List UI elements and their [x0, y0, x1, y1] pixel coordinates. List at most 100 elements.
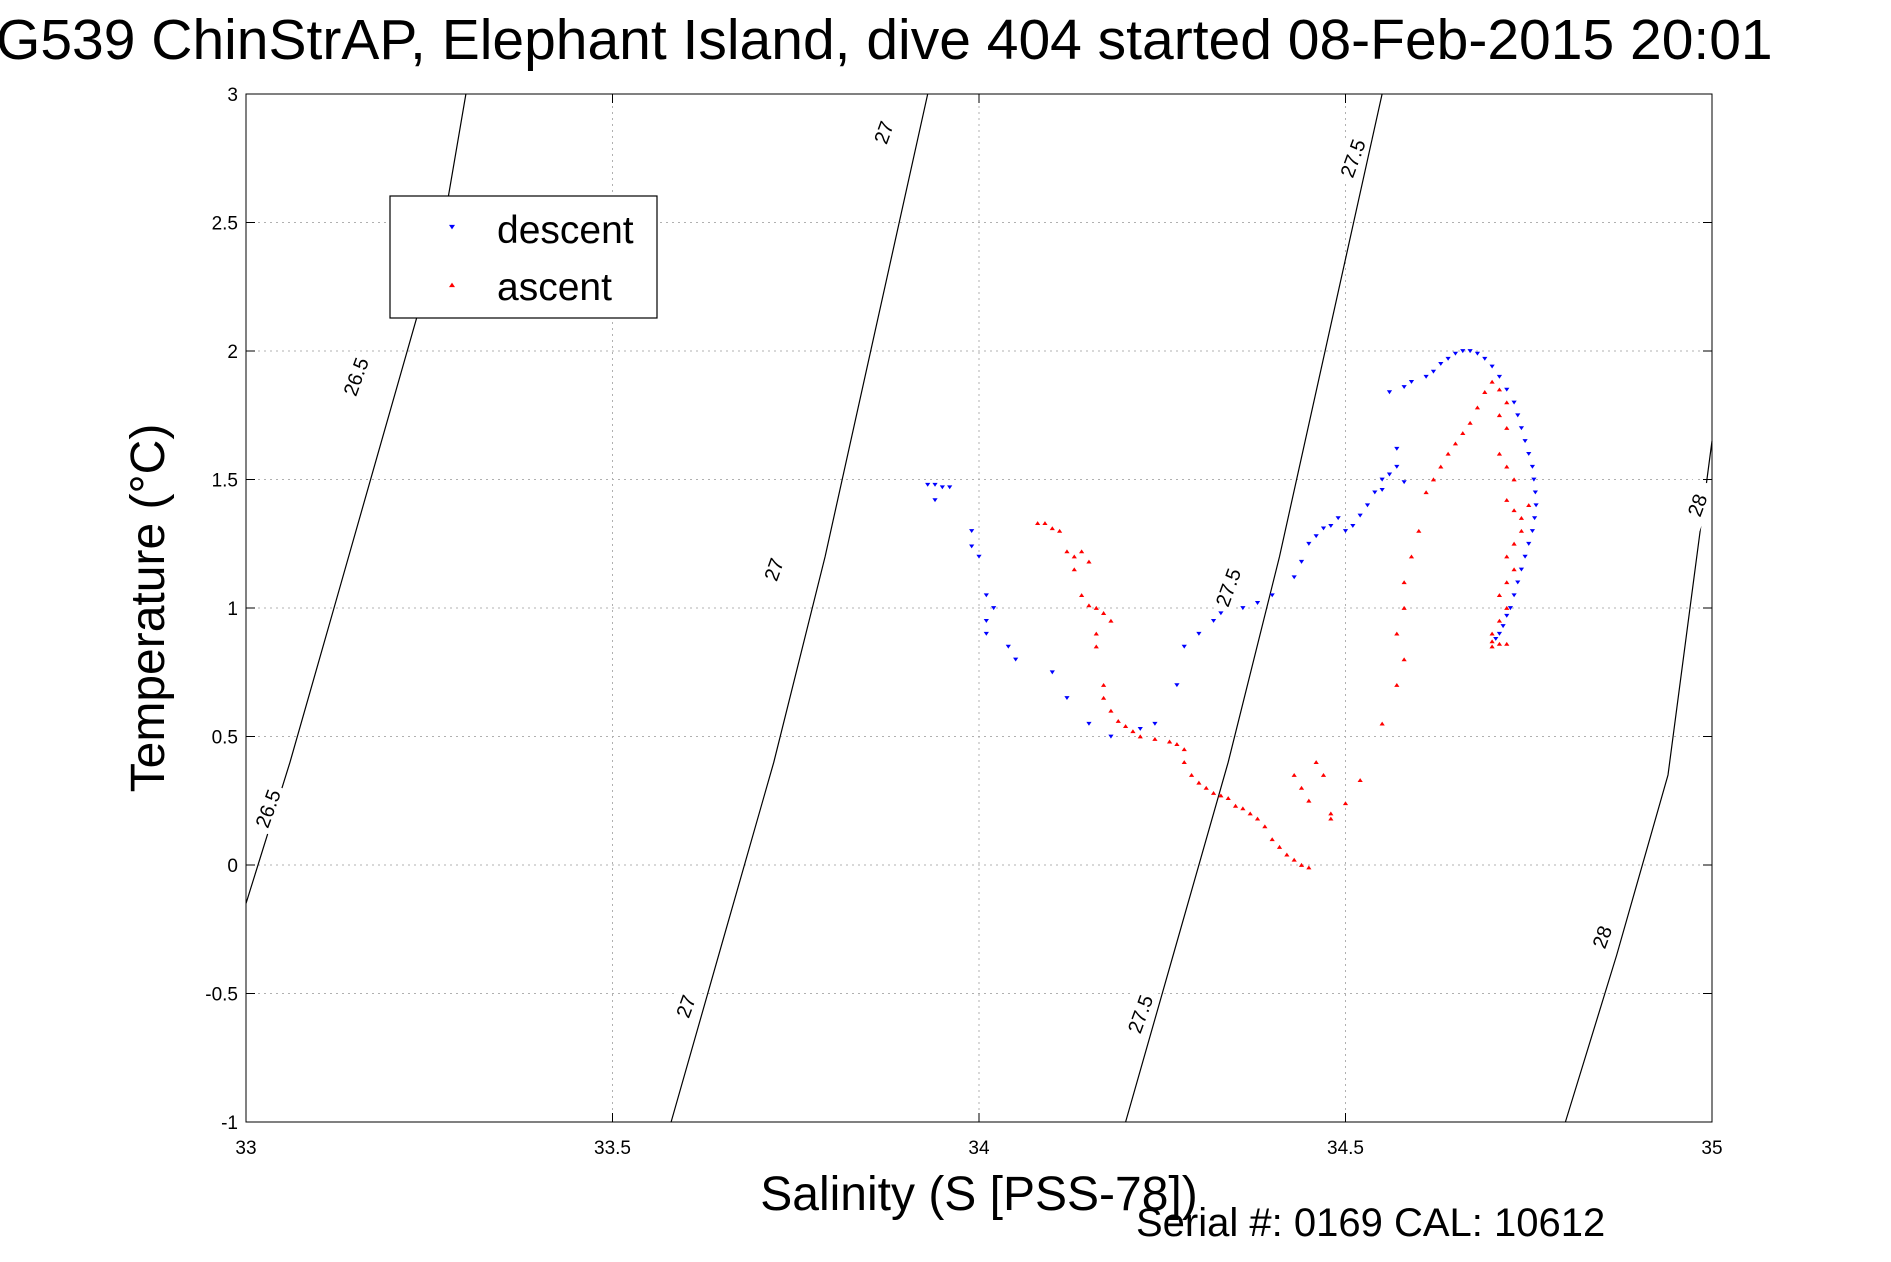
contour-label-bg [753, 542, 793, 596]
ascent-point [1357, 778, 1363, 783]
descent-point [1529, 464, 1536, 469]
ascent-point [1423, 490, 1429, 495]
legend-label-ascent: ascent [497, 266, 612, 309]
x-axis-label: Salinity (S [PSS-78]) [760, 1168, 1197, 1221]
ascent-point [1284, 852, 1290, 857]
descent-point [1515, 580, 1521, 585]
ascent-point [1430, 477, 1437, 482]
descent-point [1357, 513, 1363, 518]
ascent-point [1093, 644, 1099, 649]
ascent-point [1342, 801, 1349, 806]
ascent-point [1504, 426, 1510, 430]
descent-point [1152, 721, 1158, 726]
descent-point [925, 482, 931, 487]
ascent-point [1401, 580, 1407, 585]
descent-point [1386, 472, 1393, 477]
contour-label-bg [1676, 478, 1716, 532]
descent-point [1049, 670, 1055, 675]
descent-point [1467, 349, 1473, 354]
ascent-point [1511, 541, 1517, 546]
ascent-point [1518, 515, 1525, 520]
descent-point [969, 529, 975, 533]
x-tick-label: 33.5 [594, 1138, 631, 1159]
ascent-point [1108, 618, 1114, 623]
contour-label: 27.5 [1207, 560, 1247, 614]
ascent-point [1276, 844, 1283, 849]
ascent-point [1093, 631, 1099, 636]
descent-point [1306, 541, 1312, 546]
ascent-point [1093, 605, 1099, 610]
descent-point [1013, 657, 1019, 662]
ascent-point [1101, 695, 1107, 700]
descent-point [1298, 559, 1305, 564]
contour-label-bg [1581, 910, 1621, 964]
ascent-point [1496, 618, 1503, 623]
ascent-point [1152, 736, 1158, 741]
serial-note: Serial #: 0169 CAL: 10612 [1136, 1201, 1606, 1245]
ascent-point [1482, 390, 1488, 394]
contour-label-bg [863, 105, 903, 159]
contour-label-text: 27.5 [1212, 566, 1246, 610]
isopycnal-line [670, 93, 929, 1123]
ascent-point [1504, 554, 1510, 559]
contour-label-bg [1332, 131, 1372, 185]
ascent-point [1232, 803, 1239, 808]
ascent-point [1181, 760, 1187, 765]
ascent-point [1460, 431, 1466, 436]
descent-point [1386, 390, 1393, 395]
ascent-point [1071, 567, 1077, 572]
descent-point [939, 485, 945, 490]
ascent-point [1379, 721, 1385, 726]
contour-label: 28 [1581, 910, 1621, 964]
contour-label-bg [665, 979, 705, 1033]
ascent-point [1489, 639, 1495, 644]
ascent-point [1445, 451, 1451, 456]
descent-point [1515, 413, 1521, 418]
descent-point [1526, 541, 1532, 546]
descent-point [1518, 567, 1525, 572]
ascent-point [1328, 811, 1334, 816]
descent-point [1532, 516, 1538, 521]
contour-label: 28 [1676, 478, 1716, 532]
ascent-point [1504, 464, 1510, 469]
ascent-point [1291, 857, 1297, 862]
ascent-point [1504, 580, 1510, 585]
ascent-point [1438, 464, 1444, 469]
descent-point [1474, 351, 1481, 356]
ascent-point [1416, 528, 1422, 533]
ascent-point [1269, 837, 1275, 842]
y-tick-label: -0.5 [205, 985, 238, 1006]
descent-point [1394, 464, 1400, 469]
ascent-point [1511, 477, 1517, 482]
descent-point [1320, 526, 1327, 531]
ascent-point [1181, 747, 1187, 752]
descent-point [1196, 631, 1202, 636]
ascent-point [1225, 796, 1231, 800]
descent-point [1489, 364, 1495, 369]
legend-label-descent: descent [497, 209, 634, 252]
ascent-point [1123, 724, 1129, 729]
ascent-point [1137, 734, 1143, 739]
ascent-point [1452, 441, 1459, 446]
ascent-point [1298, 785, 1305, 790]
ascent-point [1049, 526, 1055, 531]
ascent-point [1496, 593, 1503, 597]
axis-ticks: 33 33.5 34 34.5 35 -1 -0.5 0 0.5 1 1.5 2 2.5 3 [205, 85, 1722, 1159]
ascent-point [1511, 567, 1517, 572]
descent-point [1511, 593, 1517, 598]
ascent-point [1496, 451, 1503, 456]
descent-point [991, 606, 997, 611]
contour-label-text: 26.5 [252, 787, 286, 831]
ascent-point [1504, 400, 1510, 405]
descent-point [1254, 601, 1261, 605]
descent-point [1210, 619, 1217, 623]
descent-point [947, 485, 953, 490]
ascent-point [1247, 811, 1253, 816]
ascent-point [1511, 508, 1517, 513]
descent-point [1064, 696, 1070, 701]
ascent-point [1086, 603, 1092, 608]
descent-point [1430, 369, 1437, 374]
ascent-point [1504, 497, 1510, 502]
y-tick-label: 0 [227, 856, 238, 877]
